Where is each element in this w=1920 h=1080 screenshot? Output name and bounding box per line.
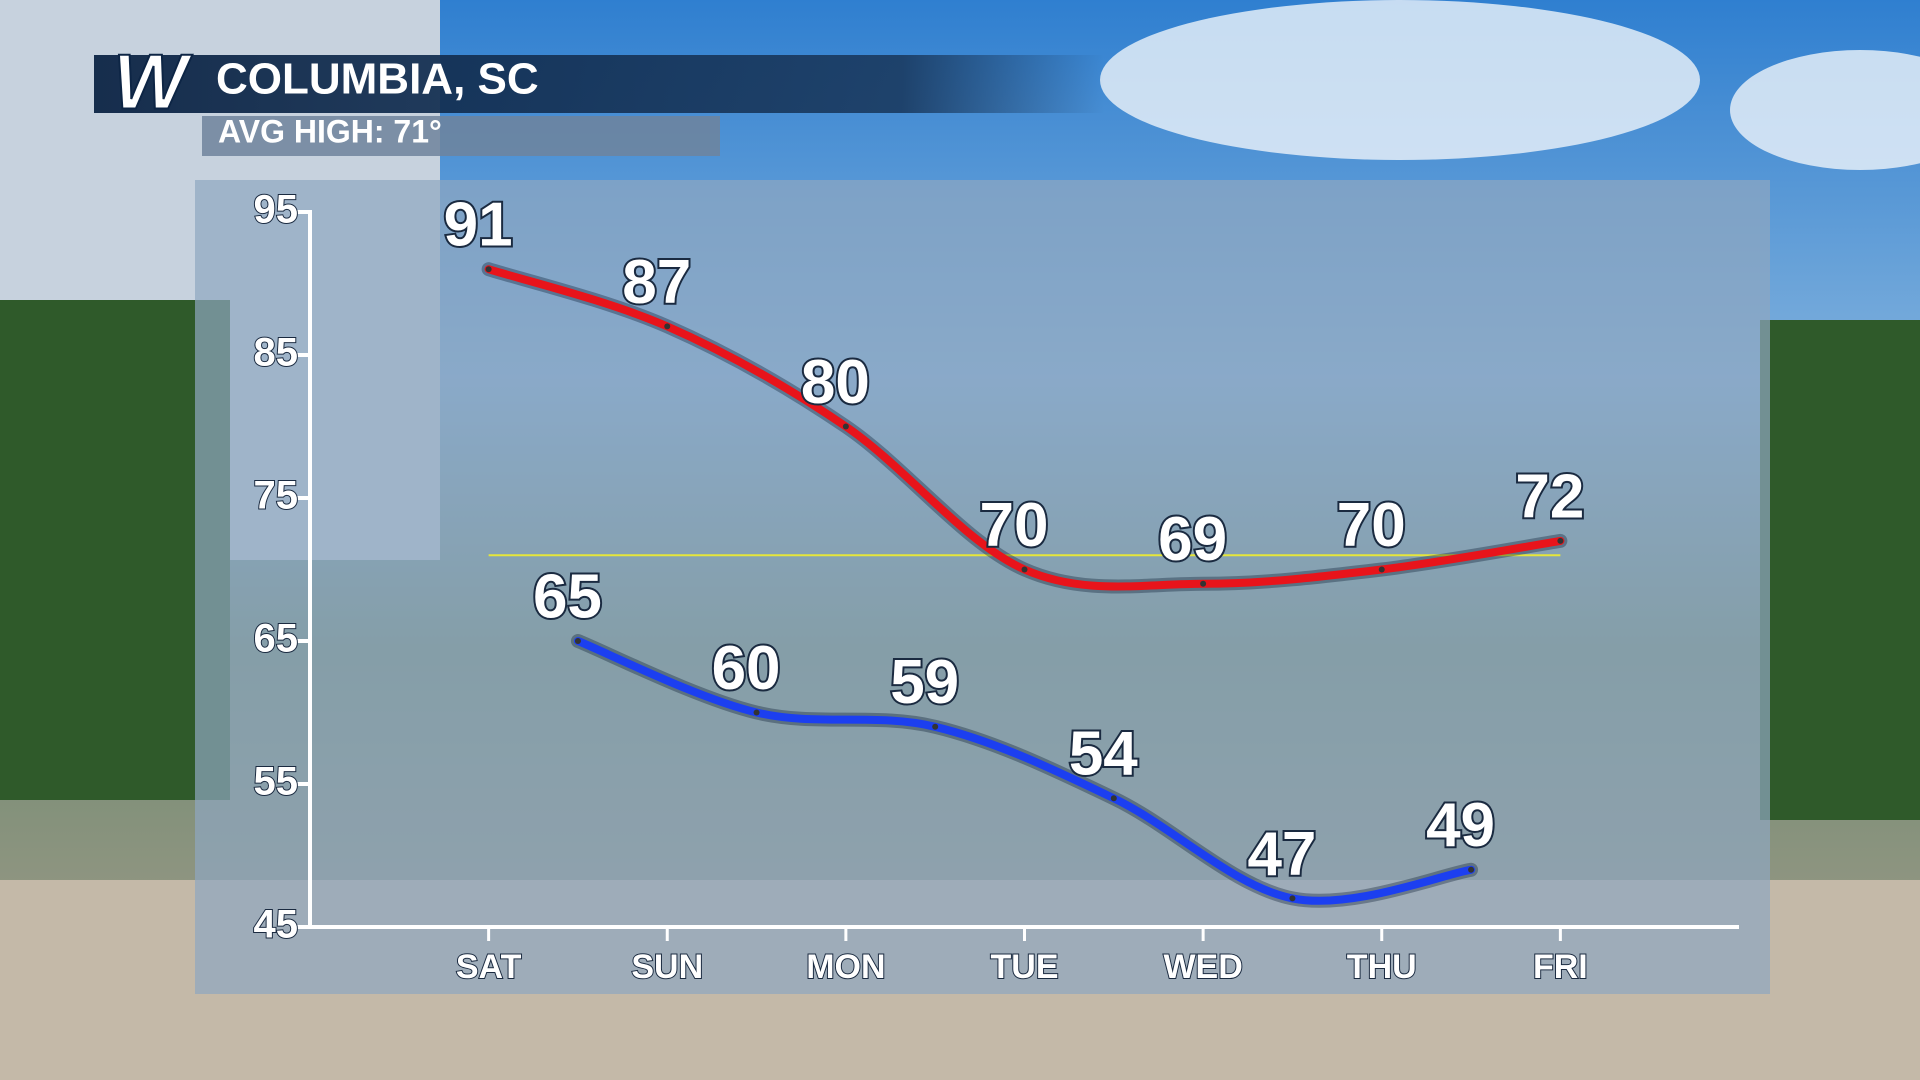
data-label: 70 xyxy=(1337,491,1406,560)
trees xyxy=(1760,320,1920,820)
trees xyxy=(0,300,230,800)
plot-panel xyxy=(195,180,1770,994)
subtitle-bar xyxy=(202,116,720,156)
logo: W xyxy=(113,38,193,126)
x-tick-label: SUN xyxy=(631,948,703,986)
data-label: 91 xyxy=(444,191,513,260)
data-point xyxy=(574,638,581,644)
x-tick-label: SAT xyxy=(456,948,522,986)
data-label: 47 xyxy=(1247,820,1316,889)
chart-title: COLUMBIA, SC xyxy=(216,55,539,104)
y-tick-label: 95 xyxy=(254,188,299,232)
data-point xyxy=(1468,866,1475,873)
cloud xyxy=(1100,0,1700,160)
y-tick-label: 75 xyxy=(254,474,299,518)
y-tick-label: 85 xyxy=(254,331,299,375)
data-point xyxy=(485,266,492,273)
data-label: 60 xyxy=(712,634,781,703)
data-point xyxy=(1289,895,1296,902)
data-label: 72 xyxy=(1515,462,1584,531)
data-point xyxy=(842,423,849,430)
x-tick-label: TUE xyxy=(991,948,1059,986)
data-point xyxy=(1378,566,1385,573)
data-label: 87 xyxy=(622,248,691,317)
data-label: 70 xyxy=(980,491,1049,560)
y-tick-label: 65 xyxy=(254,617,299,661)
data-label: 54 xyxy=(1069,720,1138,789)
x-tick-label: FRI xyxy=(1533,948,1588,986)
data-point xyxy=(1021,566,1028,573)
data-point xyxy=(1110,795,1117,802)
data-label: 49 xyxy=(1426,791,1495,860)
title-bar xyxy=(94,55,1104,113)
data-label: 80 xyxy=(801,348,870,417)
data-label: 65 xyxy=(533,562,602,631)
y-tick-label: 55 xyxy=(254,760,299,804)
data-point xyxy=(932,723,939,730)
cloud xyxy=(1730,50,1920,170)
x-tick-label: THU xyxy=(1347,948,1417,986)
data-label: 59 xyxy=(890,648,959,717)
data-label: 69 xyxy=(1158,505,1227,574)
y-tick-label: 45 xyxy=(254,903,299,947)
data-point xyxy=(1557,537,1564,544)
series-line xyxy=(573,637,1476,905)
data-point xyxy=(753,709,760,716)
x-tick-label: MON xyxy=(806,948,885,986)
data-point xyxy=(1200,580,1207,587)
x-tick-label: WED xyxy=(1163,948,1242,986)
chart-subtitle: AVG HIGH: 71° xyxy=(218,113,442,149)
data-point xyxy=(664,323,671,330)
